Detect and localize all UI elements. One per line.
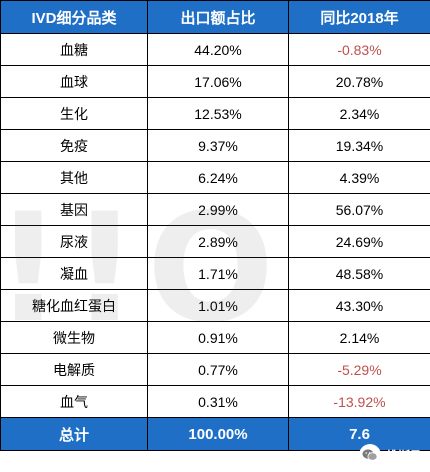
table-row: 血糖 44.20% -0.83% [0,33,430,66]
row-category: 微生物 [0,321,148,354]
header-category: IVD细分品类 [0,0,148,34]
row-export-share: 2.99% [147,193,289,226]
row-category: 糖化血红蛋白 [0,289,148,322]
row-category: 血气 [0,385,148,418]
row-category: 基因 [0,193,148,226]
table-row: 免疫 9.37% 19.34% [0,129,430,162]
table-row: 血气 0.31% -13.92% [0,385,430,418]
total-share: 100.00% [147,417,289,451]
row-yoy: 48.58% [288,257,430,290]
total-label: 总计 [0,417,148,451]
row-yoy: 19.34% [288,129,430,162]
row-category: 其他 [0,161,148,194]
table-row: 微生物 0.91% 2.14% [0,321,430,354]
row-export-share: 9.37% [147,129,289,162]
row-yoy: 24.69% [288,225,430,258]
header-export-share: 出口额占比 [147,0,289,34]
row-export-share: 12.53% [147,97,289,130]
row-category: 电解质 [0,353,148,386]
row-yoy: 2.34% [288,97,430,130]
row-category: 生化 [0,97,148,130]
table-body: 血糖 44.20% -0.83% 血球 17.06% 20.78% 生化 12.53% 2.34… [0,33,430,418]
row-export-share: 6.24% [147,161,289,194]
row-yoy: -5.29% [288,353,430,386]
table-row: 凝血 1.71% 48.58% [0,257,430,290]
row-yoy: -0.83% [288,33,430,66]
header-yoy-2018: 同比2018年 [288,0,430,34]
row-export-share: 0.77% [147,353,289,386]
row-export-share: 0.31% [147,385,289,418]
table-row: 其他 6.24% 4.39% [0,161,430,194]
row-yoy: 56.07% [288,193,430,226]
row-yoy: 43.30% [288,289,430,322]
total-row: 总计 100.00% 7.6 [0,417,430,451]
row-export-share: 0.91% [147,321,289,354]
row-category: 血球 [0,65,148,98]
table-row: 尿液 2.89% 24.69% [0,225,430,258]
table-row: 生化 12.53% 2.34% [0,97,430,130]
wechat-icon [358,444,381,466]
ivd-export-table: IVD细分品类 出口额占比 同比2018年 血糖 44.20% -0.83% 血球 17… [0,0,430,451]
row-yoy: 2.14% [288,321,430,354]
row-category: 凝血 [0,257,148,290]
brand-watermark: 维斯马 [358,444,422,466]
table-header-row: IVD细分品类 出口额占比 同比2018年 [0,0,430,34]
row-export-share: 2.89% [147,225,289,258]
row-export-share: 44.20% [147,33,289,66]
row-yoy: 4.39% [288,161,430,194]
row-export-share: 17.06% [147,65,289,98]
table-row: 电解质 0.77% -5.29% [0,353,430,386]
brand-name: 维斯马 [385,448,422,463]
row-export-share: 1.71% [147,257,289,290]
table-row: 基因 2.99% 56.07% [0,193,430,226]
table-row: 糖化血红蛋白 1.01% 43.30% [0,289,430,322]
row-category: 免疫 [0,129,148,162]
row-category: 血糖 [0,33,148,66]
row-category: 尿液 [0,225,148,258]
row-export-share: 1.01% [147,289,289,322]
table-row: 血球 17.06% 20.78% [0,65,430,98]
row-yoy: -13.92% [288,385,430,418]
row-yoy: 20.78% [288,65,430,98]
total-yoy: 7.6 [288,417,430,451]
